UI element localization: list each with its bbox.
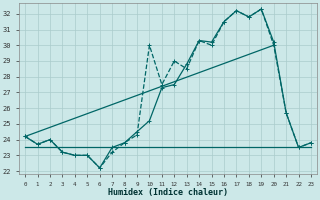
X-axis label: Humidex (Indice chaleur): Humidex (Indice chaleur) xyxy=(108,188,228,197)
